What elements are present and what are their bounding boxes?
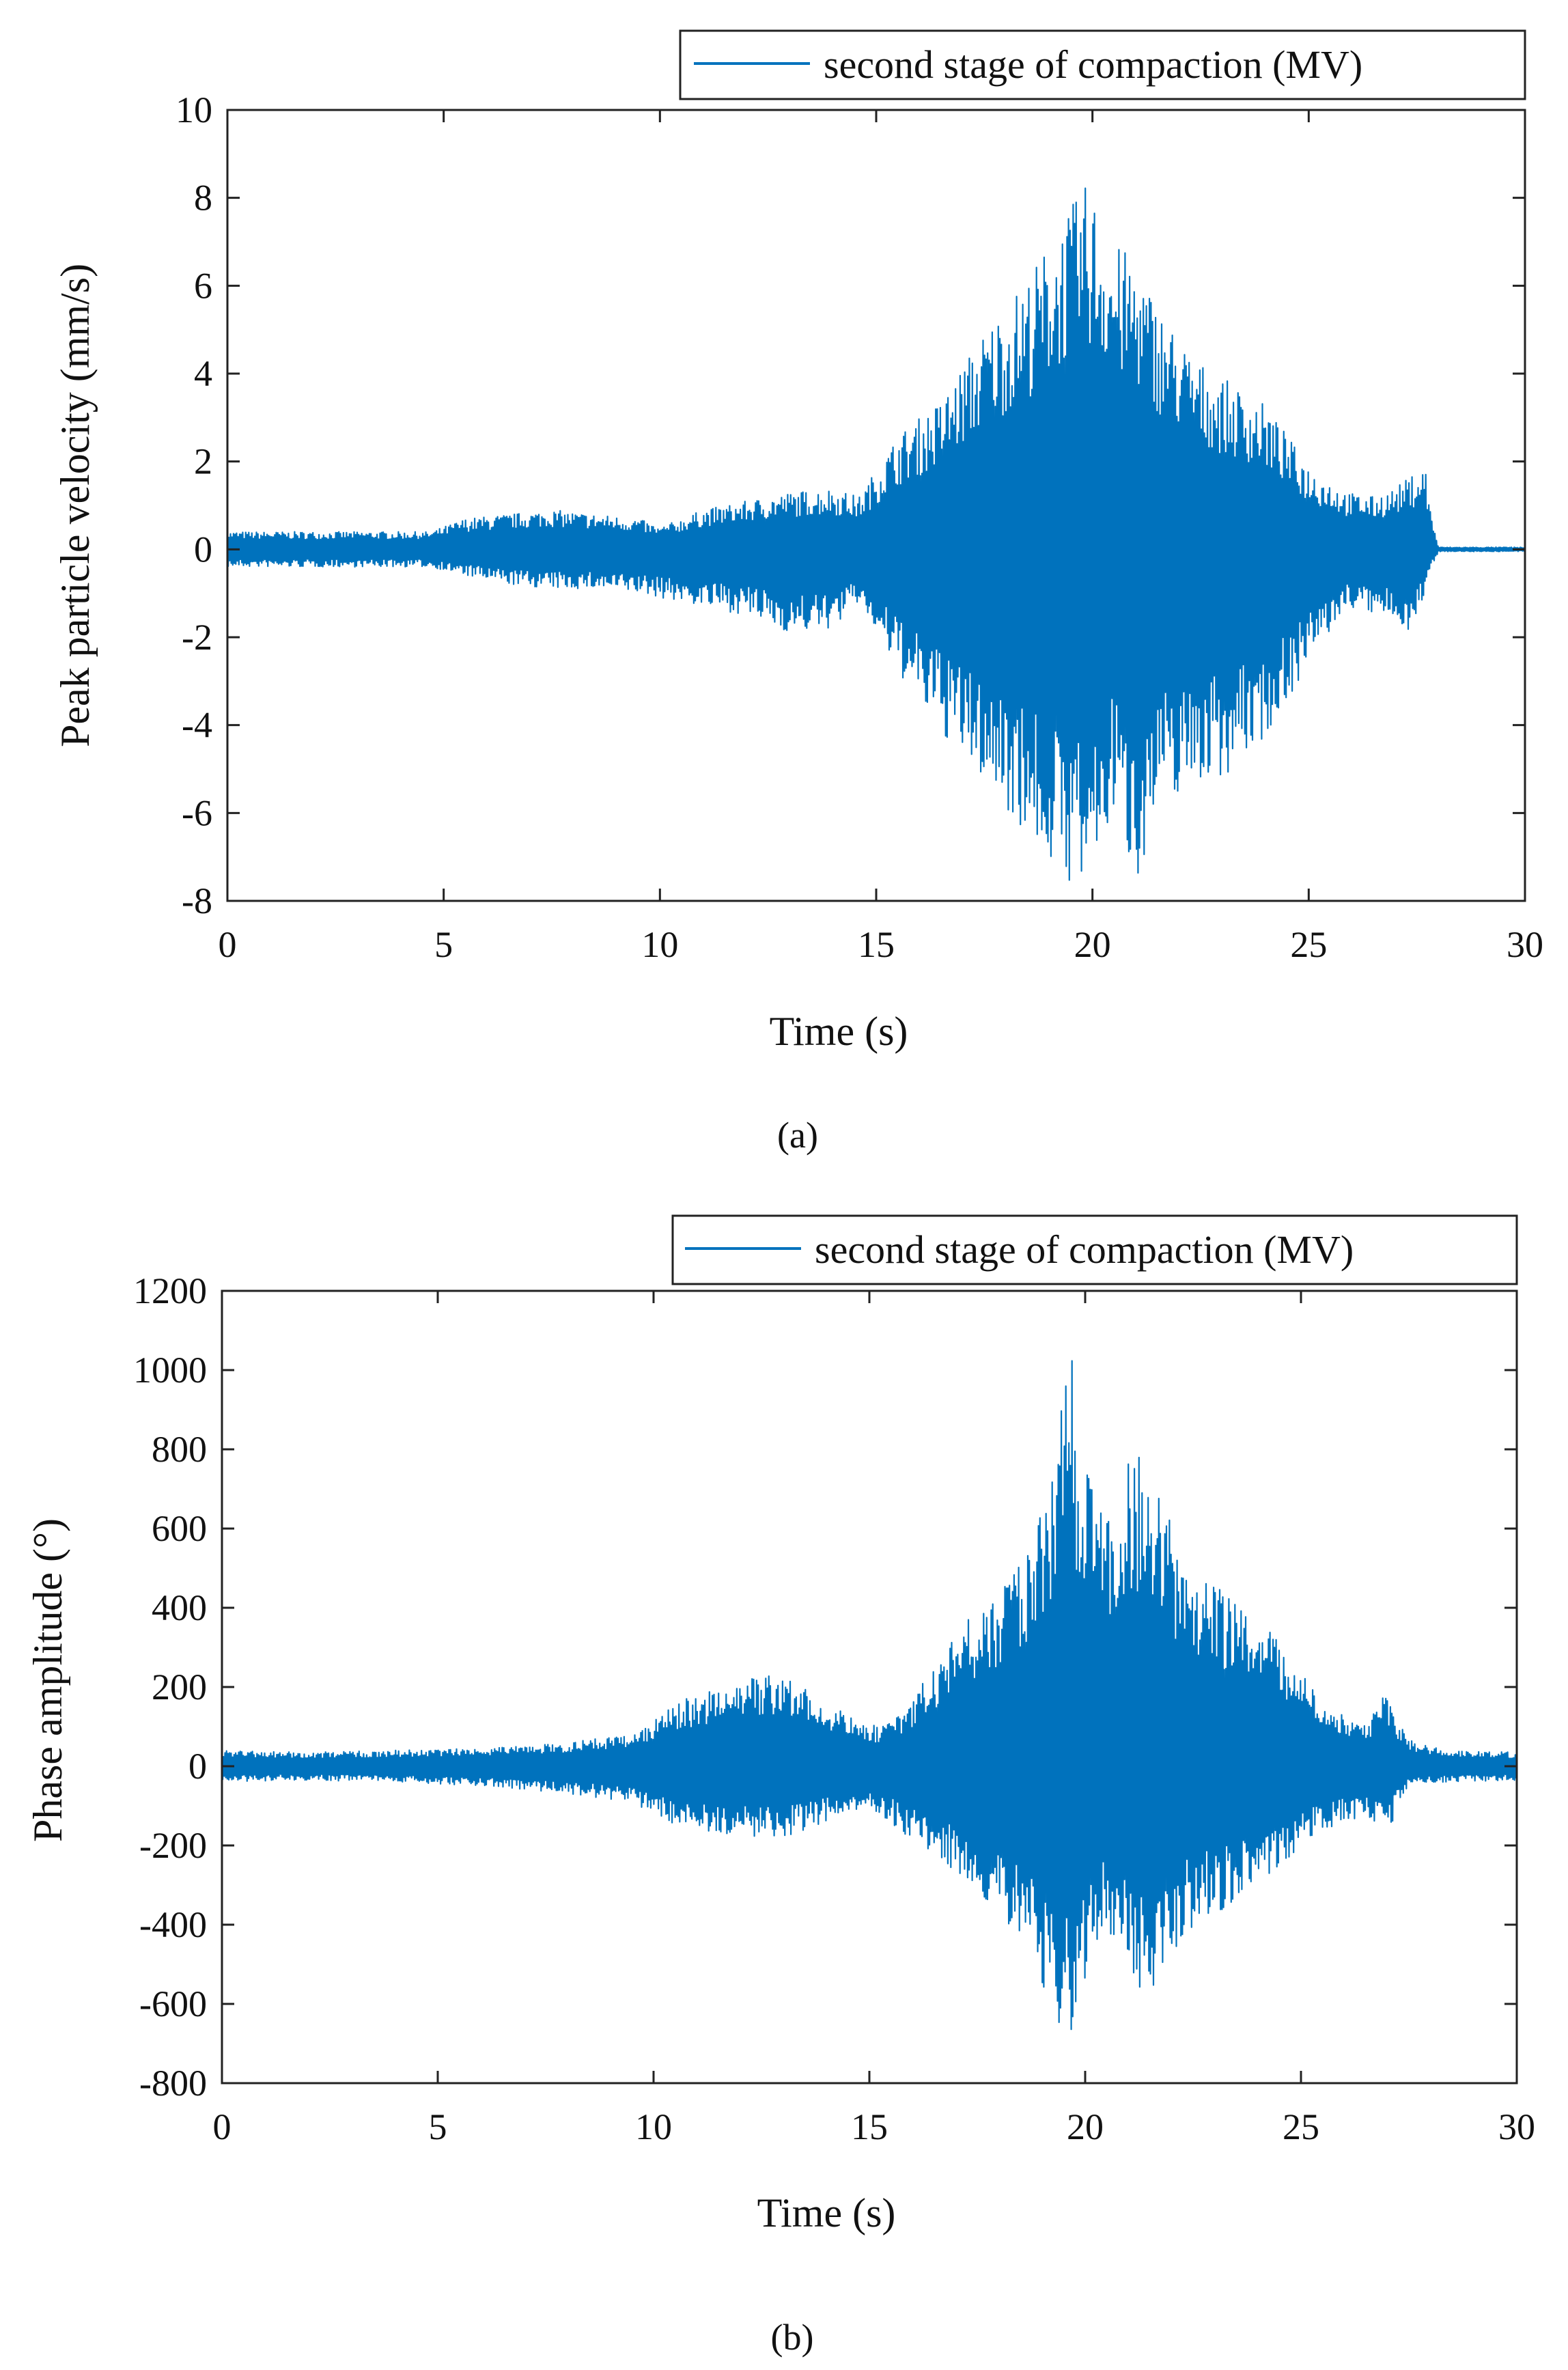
y-tick-label: 800 <box>152 1429 207 1470</box>
y-tick-label: 10 <box>176 89 212 130</box>
signal-line-a <box>226 187 1526 881</box>
y-tick-label: -800 <box>139 2063 207 2104</box>
y-tick-label: -600 <box>139 1983 207 2024</box>
y-tick-label: 200 <box>152 1667 207 1707</box>
y-tick-label: -6 <box>182 792 212 833</box>
x-tick-label: 15 <box>858 924 895 965</box>
x-tick-label: 25 <box>1283 2106 1319 2147</box>
y-tick-label: 1000 <box>133 1350 207 1391</box>
x-tick-label: 20 <box>1067 2106 1104 2147</box>
x-axis-label-a: Time (s) <box>770 1009 908 1054</box>
y-tick-label: -4 <box>182 705 212 746</box>
legend-a: second stage of compaction (MV) <box>679 29 1526 100</box>
x-tick-label: 10 <box>641 924 678 965</box>
legend-label-a: second stage of compaction (MV) <box>824 42 1362 87</box>
y-tick-label: -200 <box>139 1825 207 1866</box>
x-axis-ticks-a: 0 5 10 15 20 25 30 <box>219 110 1543 965</box>
y-tick-label: -8 <box>182 880 212 921</box>
y-tick-label: 0 <box>194 529 212 570</box>
x-axis-label-b: Time (s) <box>757 2190 896 2235</box>
x-axis-ticks-b: 0 5 10 15 20 25 30 <box>213 1291 1535 2147</box>
x-tick-label: 5 <box>434 924 453 965</box>
x-tick-label: 30 <box>1507 924 1543 965</box>
y-axis-ticks-b: -800 -600 -400 -200 0 200 400 600 800 1000 1200 <box>133 1270 1517 2104</box>
y-tick-label: 0 <box>188 1746 207 1787</box>
y-tick-label: 4 <box>194 353 212 394</box>
y-tick-label: -2 <box>182 617 212 658</box>
x-tick-label: 20 <box>1074 924 1111 965</box>
x-tick-label: 10 <box>635 2106 672 2147</box>
y-axis-ticks-a: -8 -6 -4 -2 0 2 4 6 8 10 <box>176 89 1525 921</box>
y-tick-label: 1200 <box>133 1270 207 1311</box>
x-tick-label: 0 <box>219 924 237 965</box>
legend-label-b: second stage of compaction (MV) <box>815 1227 1354 1272</box>
x-tick-label: 0 <box>213 2106 232 2147</box>
x-tick-label: 30 <box>1498 2106 1535 2147</box>
legend-box-b <box>671 1214 1518 1285</box>
legend-b: second stage of compaction (MV) <box>671 1214 1518 1285</box>
signal-line-b <box>221 1360 1518 2031</box>
y-tick-label: 2 <box>194 441 212 482</box>
y-tick-label: 600 <box>152 1508 207 1549</box>
panel-b: -800 -600 -400 -200 0 200 400 600 800 1000 1200 0 5… <box>25 1214 1535 2358</box>
legend-box-a <box>679 29 1526 100</box>
y-tick-label: 8 <box>194 178 212 219</box>
y-axis-label-a: Peak particle velocity (mm/s) <box>53 264 98 747</box>
caption-a: (a) <box>777 1115 818 1156</box>
caption-b: (b) <box>771 2317 814 2358</box>
y-tick-label: 6 <box>194 265 212 306</box>
x-tick-label: 25 <box>1290 924 1327 965</box>
x-tick-label: 15 <box>851 2106 888 2147</box>
panel-a: -8 -6 -4 -2 0 2 4 6 8 10 0 5 10 15 20 25 30 Peak partic… <box>53 29 1543 1156</box>
x-tick-label: 5 <box>429 2106 447 2147</box>
y-axis-label-b: Phase amplitude (°) <box>25 1518 70 1842</box>
y-tick-label: -400 <box>139 1904 207 1945</box>
y-tick-label: 400 <box>152 1587 207 1628</box>
plot-area-b <box>221 1289 1518 2085</box>
